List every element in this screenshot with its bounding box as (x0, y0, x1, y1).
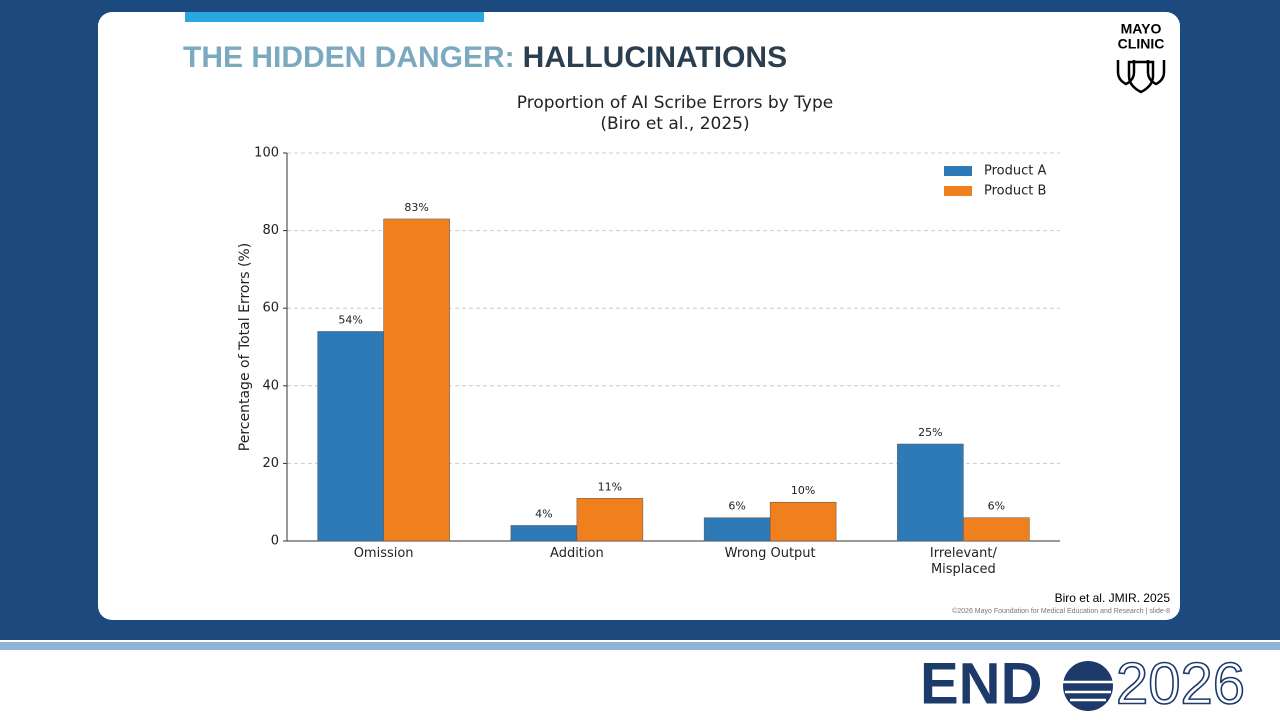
chart-title: Proportion of AI Scribe Errors by Type (517, 93, 833, 113)
value-label: 4% (535, 507, 552, 520)
y-tick-label: 20 (262, 456, 279, 471)
y-tick-label: 60 (262, 301, 279, 316)
logo-text: MAYO (1121, 21, 1162, 37)
value-label: 25% (918, 426, 942, 439)
title-part: THE HIDDEN DANGER: (183, 41, 515, 74)
footer-stripe (0, 642, 1280, 650)
event-globe (1063, 661, 1113, 711)
legend-label: Product B (984, 184, 1046, 199)
bar (897, 443, 964, 542)
title-part: HALLUCINATIONS (523, 41, 787, 74)
legend-label: Product A (984, 164, 1046, 179)
y-tick-label: 40 (262, 378, 279, 393)
value-label: 6% (988, 500, 1005, 513)
legend-swatch (944, 166, 972, 176)
x-tick-label: Addition (550, 546, 604, 561)
bar (963, 517, 1030, 542)
x-tick-label: Wrong Output (724, 546, 816, 561)
value-label: 83% (404, 201, 428, 214)
bar (510, 525, 578, 542)
x-tick-label: Irrelevant/ Misplaced (929, 546, 997, 577)
y-tick-label: 100 (254, 146, 279, 161)
value-label: 10% (791, 484, 815, 497)
bar (383, 218, 450, 542)
y-axis-label: Percentage of Total Errors (%) (237, 243, 253, 451)
logo-text: CLINIC (1118, 36, 1165, 52)
logo-shields (1116, 60, 1166, 94)
y-tick-label: 0 (271, 534, 279, 549)
bar (769, 501, 837, 542)
event-logo: END (920, 651, 1042, 716)
bar (576, 498, 644, 542)
value-label: 54% (338, 313, 362, 326)
slide-title: THE HIDDEN DANGER: HALLUCINATIONS (183, 41, 787, 74)
value-label: 6% (728, 500, 745, 513)
value-label: 11% (598, 480, 622, 493)
event-logo: 2026 (1116, 651, 1245, 716)
legend-swatch (944, 186, 972, 196)
accent-bar (185, 12, 484, 22)
y-tick-label: 80 (262, 223, 279, 238)
bar (703, 517, 771, 542)
bar (317, 331, 384, 542)
chart-subtitle: (Biro et al., 2025) (600, 114, 749, 134)
citation: Biro et al. JMIR. 2025 (1055, 591, 1171, 605)
x-tick-label: Omission (353, 546, 414, 561)
footer-text: ©2026 Mayo Foundation for Medical Educat… (952, 607, 1170, 615)
